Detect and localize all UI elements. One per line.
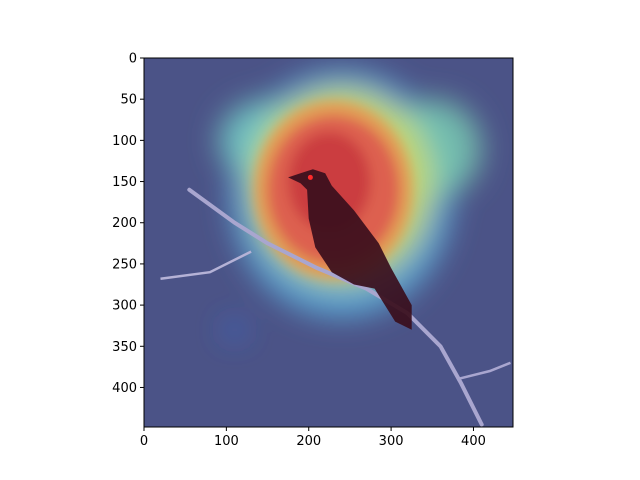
y-tick-label: 100 [112, 134, 137, 149]
x-axis: 0 100 200 300 400 [140, 427, 486, 449]
bird-eye [307, 174, 313, 180]
y-tick-label: 200 [112, 216, 137, 231]
x-tick-label: 400 [461, 434, 486, 449]
y-tick-label: 50 [120, 93, 137, 108]
heat-small-spot [224, 321, 245, 339]
x-tick-label: 100 [214, 434, 239, 449]
plot-frame [143, 57, 514, 428]
heatmap-image [144, 58, 513, 427]
x-tick-label: 300 [379, 434, 404, 449]
branch-main [187, 187, 484, 427]
y-tick-label: 400 [112, 381, 137, 396]
branch-twig-left [160, 250, 252, 280]
y-tick-label: 0 [129, 52, 137, 67]
x-tick-label: 0 [140, 434, 148, 449]
y-tick-label: 250 [112, 257, 137, 272]
y-axis: 0 50 100 150 200 250 300 350 400 [112, 52, 144, 396]
x-tick-label: 200 [296, 434, 321, 449]
branch-twig-right [456, 361, 511, 381]
bird-body [288, 169, 412, 330]
y-tick-label: 150 [112, 175, 137, 190]
y-tick-label: 300 [112, 299, 137, 314]
bird-photo-silhouette [160, 169, 511, 427]
y-tick-label: 350 [112, 340, 137, 355]
